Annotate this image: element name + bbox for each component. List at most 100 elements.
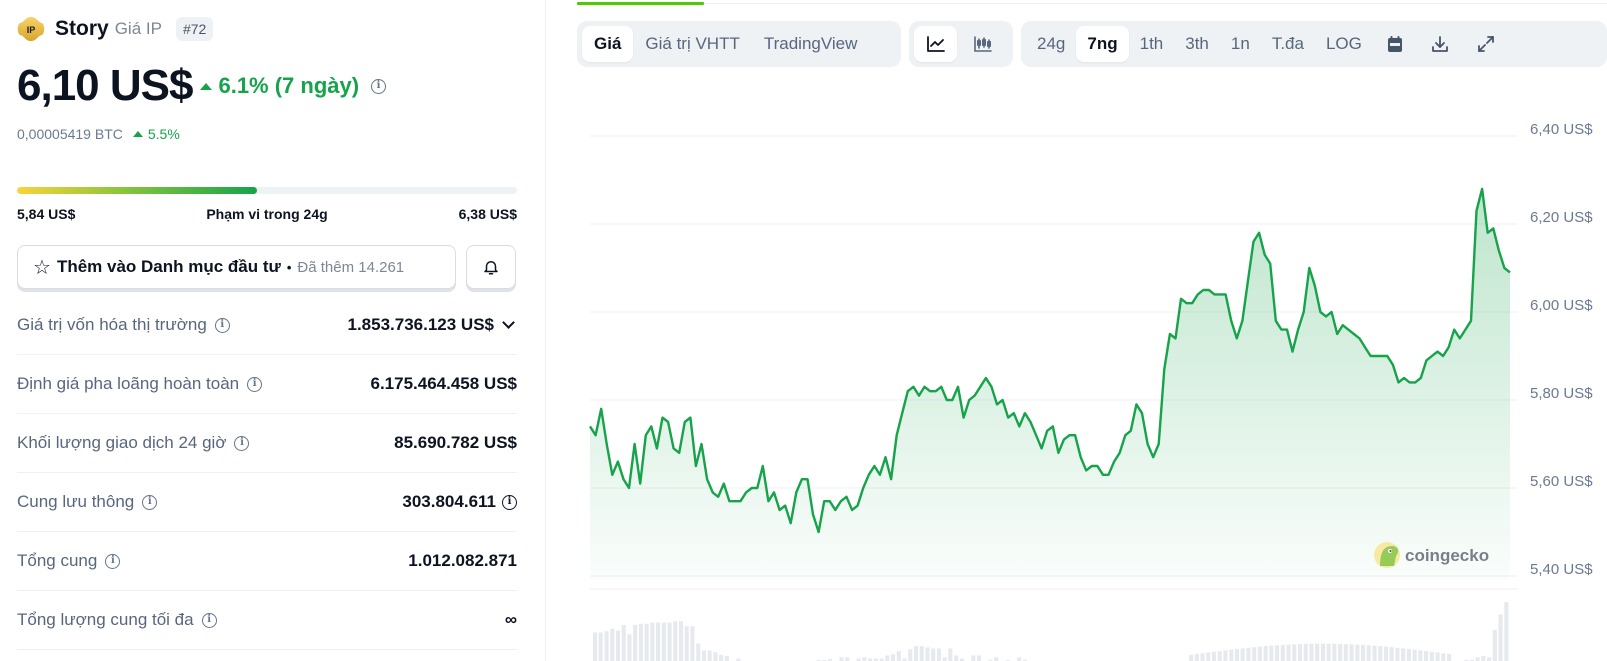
current-price: 6,10 US$ [17, 61, 193, 110]
btc-price: 0,00005419 BTC [17, 126, 123, 142]
stat-label-text: Tổng cung [17, 551, 98, 570]
svg-text:IP: IP [27, 25, 36, 35]
range-1m[interactable]: 1th [1139, 34, 1164, 53]
coin-symbol-label: Giá IP [114, 19, 162, 38]
candlestick-chart-button[interactable] [961, 26, 1004, 62]
stat-label: Tổng lượng cung tối đa i [17, 610, 217, 630]
log-scale-toggle[interactable]: LOG [1325, 34, 1362, 53]
price-row: 6,10 US$ 6.1% (7 ngày) i [17, 60, 387, 112]
price-chart[interactable]: coingecko 6,40 US$ 6,20 US$ 6,00 US$ 5,80 U… [547, 0, 1607, 661]
info-icon[interactable]: i [247, 376, 263, 392]
stat-value-text: 303.804.611 [402, 492, 496, 511]
svg-text:coingecko: coingecko [1405, 546, 1489, 565]
info-icon[interactable]: i [234, 435, 250, 451]
stat-row-fdv: Định giá pha loãng hoàn toàn i 6.175.464… [17, 355, 517, 414]
range-7d[interactable]: 7ng [1076, 26, 1129, 62]
info-icon[interactable]: i [214, 317, 230, 333]
stat-value: 6.175.464.458 US$ [370, 374, 517, 393]
stat-label-text: Tổng lượng cung tối đa [17, 610, 194, 629]
y-axis-labels: 6,40 US$ 6,20 US$ 6,00 US$ 5,80 US$ 5,60 US$… [1530, 121, 1593, 578]
rank-badge: #72 [175, 17, 214, 41]
svg-text:5,80 US$: 5,80 US$ [1530, 385, 1593, 402]
active-tab-indicator [577, 2, 704, 5]
coin-logo-icon: IP [17, 16, 45, 42]
svg-text:5,60 US$: 5,60 US$ [1530, 473, 1593, 490]
chart-type-toggle [909, 21, 1013, 67]
time-range-selector: 24g 7ng 1th 3th 1n T.đa LOG [1021, 21, 1607, 67]
coin-info-panel: IP Story Giá IP #72 6,10 US$ 6.1% (7 ngà… [0, 0, 546, 661]
chart-panel: Giá Giá trị VHTT TradingView 24g 7ng 1th… [547, 0, 1607, 661]
download-button[interactable] [1417, 26, 1463, 62]
date-range-button[interactable] [1373, 26, 1417, 62]
line-chart-button[interactable] [914, 26, 957, 62]
stats-table: Giá trị vốn hóa thị trường i 1.853.736.1… [17, 296, 517, 650]
coingecko-watermark: coingecko [1374, 542, 1489, 568]
price-alert-button[interactable] [466, 245, 516, 289]
price-line [588, 187, 1511, 534]
stat-row-total-supply: Tổng cung i 1.012.082.871 [17, 532, 517, 591]
range-high: 6,38 US$ [458, 206, 517, 222]
tab-tradingview[interactable]: TradingView [763, 34, 858, 53]
svg-text:5,40 US$: 5,40 US$ [1530, 561, 1593, 578]
star-icon: ☆ [33, 256, 51, 279]
chevron-down-icon[interactable] [502, 316, 515, 329]
fullscreen-button[interactable] [1463, 26, 1509, 62]
range-24h-fill [17, 187, 257, 194]
stat-value: 303.804.611 i [402, 492, 517, 512]
range-1y[interactable]: 1n [1230, 34, 1250, 53]
add-to-portfolio-button[interactable]: ☆ Thêm vào Danh mục đầu tư • Đã thêm 14.… [17, 245, 456, 289]
info-icon[interactable]: i [502, 494, 517, 510]
bell-icon [484, 261, 498, 275]
range-label: Phạm vi trong 24g [206, 206, 328, 222]
candlestick-icon [973, 36, 992, 52]
stat-value: ∞ [504, 610, 517, 629]
range-low: 5,84 US$ [17, 206, 76, 222]
chart-data-tabs: Giá Giá trị VHTT TradingView [577, 21, 901, 67]
stat-row-max-supply: Tổng lượng cung tối đa i ∞ [17, 591, 517, 650]
stat-label: Khối lượng giao dịch 24 giờ i [17, 433, 250, 453]
range-24h[interactable]: 24g [1037, 34, 1066, 53]
watchlist-row: ☆ Thêm vào Danh mục đầu tư • Đã thêm 14.… [17, 245, 516, 289]
stat-label-text: Khối lượng giao dịch 24 giờ [17, 433, 227, 452]
info-icon[interactable]: i [371, 78, 387, 94]
info-icon[interactable]: i [201, 612, 217, 628]
added-count: Đã thêm 14.261 [297, 258, 405, 276]
btc-change: 5.5% [132, 126, 180, 142]
stat-label: Giá trị vốn hóa thị trường i [17, 315, 230, 335]
stat-row-volume-24h: Khối lượng giao dịch 24 giờ i 85.690.782… [17, 414, 517, 473]
add-to-portfolio-label: Thêm vào Danh mục đầu tư [56, 257, 281, 276]
range-24h-labels: 5,84 US$ Phạm vi trong 24g 6,38 US$ [17, 206, 517, 222]
line-chart-icon [926, 36, 945, 52]
stat-row-circulating-supply: Cung lưu thông i 303.804.611 i [17, 473, 517, 532]
stat-value: 1.012.082.871 [408, 551, 517, 570]
caret-up-icon [132, 131, 143, 137]
stat-label: Tổng cung i [17, 551, 121, 571]
svg-text:6,20 US$: 6,20 US$ [1530, 209, 1593, 226]
info-icon[interactable]: i [105, 553, 121, 569]
stat-value-text: 1.853.736.123 US$ [347, 315, 494, 334]
volume-bars [593, 602, 1509, 661]
stat-label-text: Giá trị vốn hóa thị trường [17, 315, 207, 334]
tab-underline-track [577, 3, 1607, 4]
range-24h-bar [17, 187, 517, 194]
price-change-7d: 6.1% (7 ngày) [200, 73, 359, 99]
coin-name: Story [55, 17, 109, 40]
stat-label-text: Định giá pha loãng hoàn toàn [17, 374, 240, 393]
range-max[interactable]: T.đa [1271, 34, 1304, 53]
stat-label: Cung lưu thông i [17, 492, 158, 512]
stat-value: 85.690.782 US$ [394, 433, 517, 452]
stat-row-market-cap: Giá trị vốn hóa thị trường i 1.853.736.1… [17, 296, 517, 355]
svg-text:6,00 US$: 6,00 US$ [1530, 297, 1593, 314]
btc-change-text: 5.5% [147, 126, 180, 142]
tab-market-cap[interactable]: Giá trị VHTT [645, 34, 740, 53]
stat-value[interactable]: 1.853.736.123 US$ [347, 315, 517, 335]
info-icon[interactable]: i [142, 494, 158, 510]
caret-up-icon [200, 82, 213, 90]
stat-label: Định giá pha loãng hoàn toàn i [17, 374, 263, 394]
range-3m[interactable]: 3th [1185, 34, 1209, 53]
svg-text:6,40 US$: 6,40 US$ [1530, 121, 1593, 138]
coin-header: IP Story Giá IP #72 [17, 16, 214, 42]
separator-dot: • [286, 259, 292, 275]
price-area [590, 188, 1510, 581]
tab-price[interactable]: Giá [582, 26, 634, 62]
